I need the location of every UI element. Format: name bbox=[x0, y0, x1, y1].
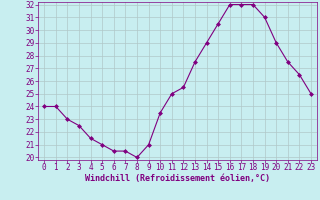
X-axis label: Windchill (Refroidissement éolien,°C): Windchill (Refroidissement éolien,°C) bbox=[85, 174, 270, 183]
